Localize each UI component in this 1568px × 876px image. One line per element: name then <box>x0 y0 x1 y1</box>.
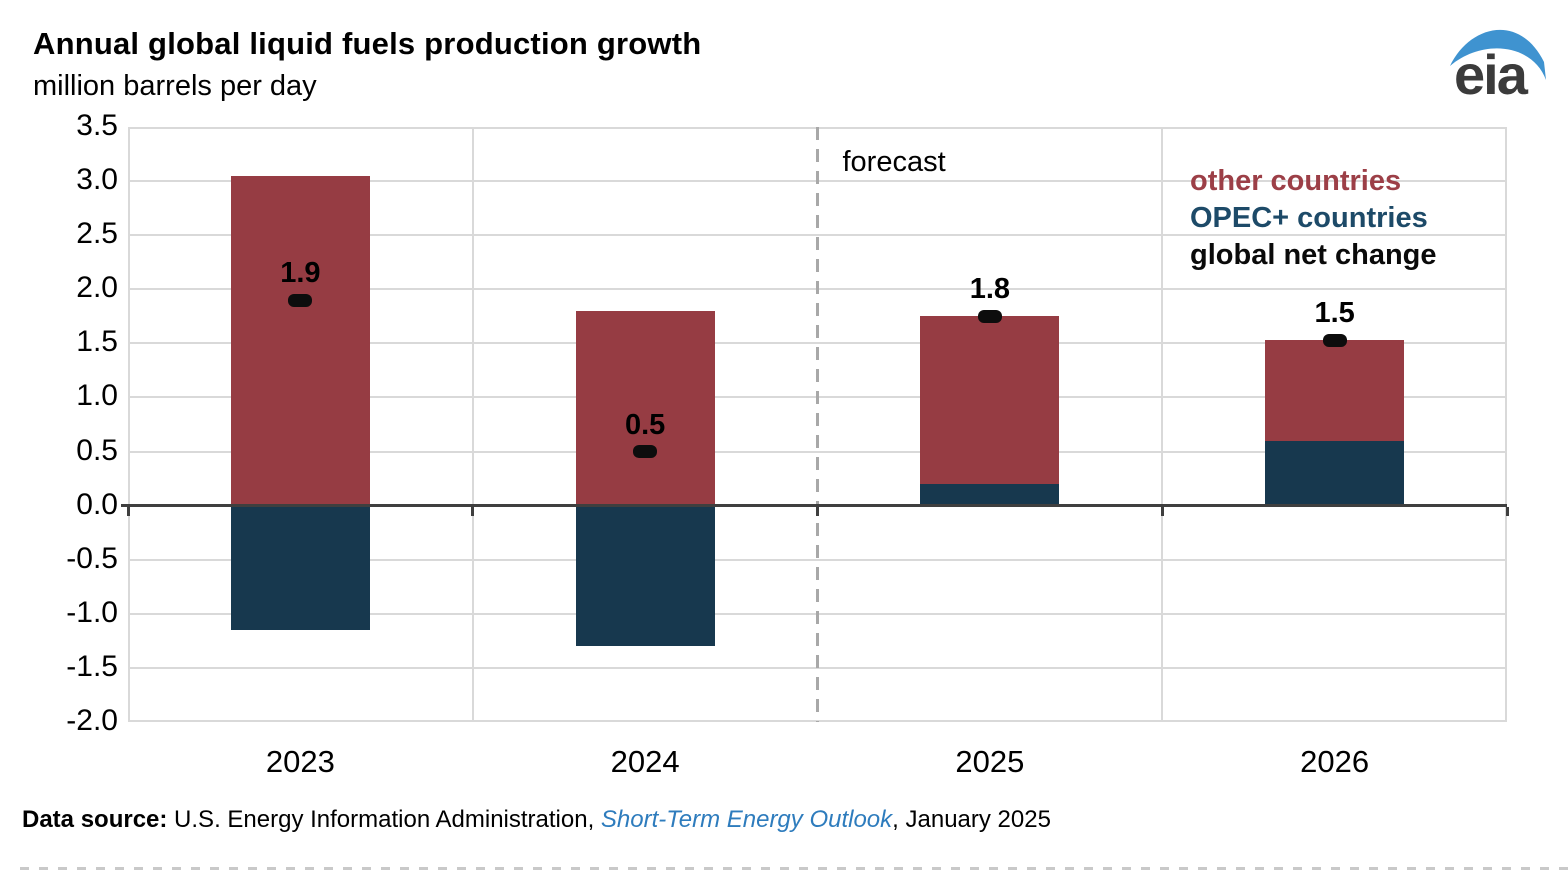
page-subtitle: million barrels per day <box>33 70 317 102</box>
y-axis-tick-label: -0.5 <box>66 541 118 575</box>
gridline <box>1161 127 1164 722</box>
net-change-marker <box>1322 333 1347 347</box>
y-axis-tick-label: -1.5 <box>66 649 118 683</box>
eia-logo-text: eia <box>1454 43 1529 102</box>
y-axis-tick-label: 1.0 <box>76 379 118 413</box>
net-change-marker <box>977 309 1002 323</box>
bar-segment-other-countries <box>920 316 1060 484</box>
bar-segment-other-countries <box>230 175 370 506</box>
y-axis-tick-label: 3.0 <box>76 163 118 197</box>
x-axis-label: 2026 <box>1300 744 1370 779</box>
y-axis-tick-label: 0.5 <box>76 433 118 467</box>
bar-segment-opec-countries <box>230 505 370 631</box>
steo-link[interactable]: Short-Term Energy Outlook <box>600 806 893 833</box>
zero-axis-tick <box>471 506 475 516</box>
bar-segment-opec-countries <box>1265 440 1405 506</box>
legend-item-other-countries: other countries <box>1190 165 1402 197</box>
eia-logo: eia <box>1450 29 1546 102</box>
bar-segment-opec-countries <box>575 505 715 647</box>
forecast-annotation: forecast <box>842 146 946 178</box>
y-axis-tick-label: 1.5 <box>76 325 118 359</box>
y-axis-tick-label: 3.5 <box>76 109 118 142</box>
net-change-marker <box>633 445 658 459</box>
bar-segment-other-countries <box>1265 340 1405 441</box>
zero-axis-line <box>121 504 1507 508</box>
zero-axis-tick <box>1160 506 1164 516</box>
zero-axis-tick <box>126 506 130 516</box>
gridline <box>471 127 474 722</box>
eia-logo-swoosh-icon <box>1450 29 1546 80</box>
y-axis-tick-label: -1.0 <box>66 595 118 629</box>
bar-segment-opec-countries <box>920 484 1060 506</box>
y-axis-tick-label: -2.0 <box>66 704 118 737</box>
net-change-marker <box>288 293 313 307</box>
net-change-label: 1.9 <box>280 257 321 290</box>
legend-item-opec-countries: OPEC+ countries <box>1190 202 1428 234</box>
y-axis-tick-label: 0.0 <box>76 487 118 521</box>
x-axis-label: 2025 <box>955 744 1025 779</box>
zero-axis-tick <box>1505 506 1509 516</box>
net-change-label: 1.5 <box>1314 297 1355 330</box>
net-change-label: 0.5 <box>624 408 666 441</box>
page-title: Annual global liquid fuels production gr… <box>33 26 702 61</box>
bar-segment-other-countries <box>575 310 715 506</box>
data-source-text: U.S. Energy Information Administration, <box>167 806 601 833</box>
net-change-label: 1.8 <box>969 273 1011 306</box>
chart-legend: other countries OPEC+ countries global n… <box>1190 163 1437 274</box>
data-source-suffix: , January 2025 <box>892 806 1051 833</box>
data-source-line: Data source: U.S. Energy Information Adm… <box>22 806 1051 834</box>
zero-axis-tick <box>816 506 819 516</box>
x-axis-label: 2023 <box>265 744 335 779</box>
forecast-divider-line <box>816 127 819 722</box>
data-source-label: Data source: <box>22 806 168 833</box>
bottom-divider <box>20 867 1568 870</box>
y-axis-tick-label: 2.0 <box>76 271 118 305</box>
x-axis-label: 2024 <box>610 744 680 779</box>
legend-item-global-net-change: global net change <box>1190 239 1437 271</box>
y-axis-tick-label: 2.5 <box>76 217 118 251</box>
